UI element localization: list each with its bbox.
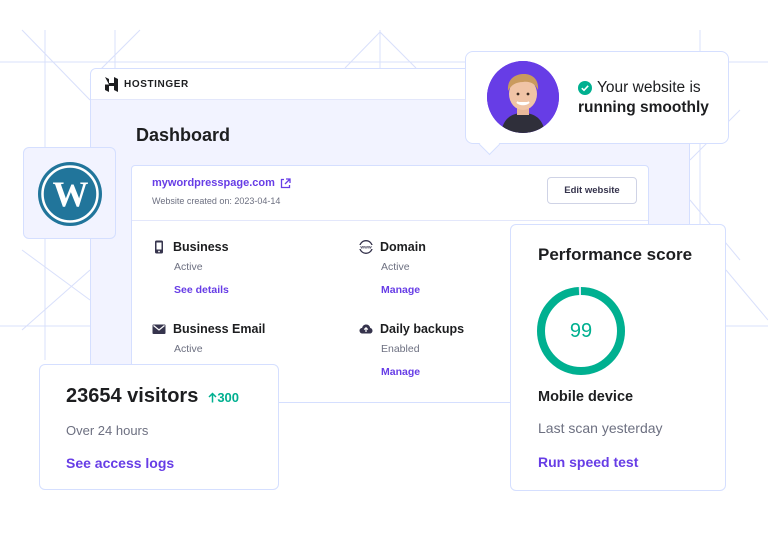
see-details-link[interactable]: See details	[174, 284, 229, 296]
performance-title: Performance score	[538, 245, 693, 264]
visitor-delta-value: 300	[217, 390, 240, 405]
external-link-icon	[280, 177, 291, 188]
mail-icon	[152, 324, 166, 334]
performance-score: 99	[569, 319, 593, 342]
check-circle-icon	[578, 81, 592, 95]
service-title: Daily backups	[380, 322, 465, 336]
page-title: Dashboard	[136, 125, 231, 145]
see-access-logs-link[interactable]: See access logs	[66, 455, 175, 471]
hostinger-logo-icon	[105, 77, 118, 92]
edit-website-button[interactable]: Edit website	[547, 177, 637, 204]
wordpress-logo-icon: W	[38, 162, 102, 226]
performance-gauge	[537, 287, 625, 375]
service-status: Active	[174, 343, 203, 355]
service-domain: WWW Domain Active Manage	[359, 240, 426, 296]
visitor-count: 23654 visitors	[66, 385, 199, 407]
visitor-delta: 300	[208, 390, 239, 405]
service-title: Domain	[380, 240, 426, 254]
service-daily-backups: Daily backups Enabled Manage	[359, 322, 464, 378]
last-scan: Last scan yesterday	[538, 420, 663, 436]
phone-icon	[155, 240, 163, 254]
status-line-1: Your website is	[597, 79, 701, 96]
service-business: Business Active See details	[152, 240, 229, 296]
brand-name: HOSTINGER	[124, 79, 189, 90]
status-message: Your website is running smoothly	[578, 78, 709, 118]
service-status: Active	[381, 261, 410, 273]
website-created-date: Website created on: 2023-04-14	[152, 196, 281, 206]
service-business-email: Business Email Active	[152, 322, 265, 355]
service-title: Business Email	[173, 322, 266, 336]
manage-domain-link[interactable]: Manage	[381, 284, 421, 296]
visitors-card: 23654 visitors 300 Over 24 hours See acc…	[39, 364, 279, 490]
svg-text:WWW: WWW	[360, 245, 372, 250]
person-avatar-icon	[487, 61, 559, 133]
avatar	[487, 61, 559, 133]
manage-backups-link[interactable]: Manage	[381, 366, 421, 378]
service-status: Active	[174, 261, 203, 273]
cloud-upload-icon	[359, 324, 373, 334]
performance-gauge-arc	[537, 287, 625, 375]
service-status: Enabled	[381, 343, 420, 355]
website-domain-link[interactable]: mywordpresspage.com	[152, 177, 291, 189]
wordpress-card: W	[23, 147, 116, 239]
service-title: Business	[173, 240, 229, 254]
run-speed-test-link[interactable]: Run speed test	[538, 454, 639, 470]
website-status-card: Your website is running smoothly	[465, 51, 729, 156]
svg-text:W: W	[53, 174, 89, 214]
hostinger-logo[interactable]: HOSTINGER	[105, 77, 189, 92]
website-header: mywordpresspage.com Website created on: …	[132, 166, 648, 221]
performance-device: Mobile device	[538, 389, 634, 405]
www-icon: WWW	[359, 240, 373, 254]
visitor-period: Over 24 hours	[66, 423, 149, 438]
performance-card: Performance score 99 Mobile device Last …	[510, 224, 726, 491]
website-domain: mywordpresspage.com	[152, 177, 275, 189]
arrow-up-icon	[208, 392, 217, 403]
status-line-2: running smoothly	[578, 99, 709, 116]
